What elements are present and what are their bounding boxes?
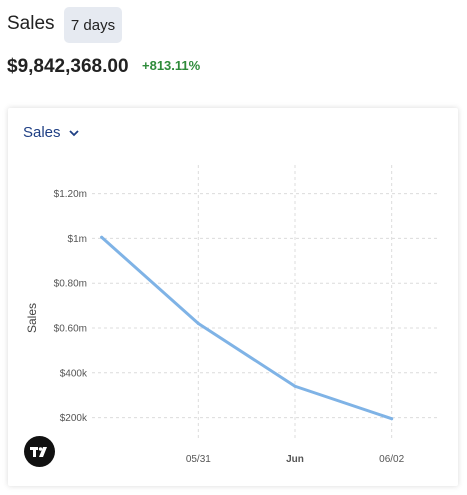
y-tick-label: $0.80m (54, 279, 87, 290)
y-axis-ticks: $200k $400k $0.60m $0.80m $1m $1.20m (54, 189, 88, 424)
sales-change-badge: +813.11% (142, 58, 201, 73)
y-tick-label: $200k (60, 413, 88, 424)
data-point (390, 417, 394, 421)
x-tick-label: Jun (286, 454, 304, 465)
chevron-down-icon (68, 129, 79, 136)
y-tick-label: $400k (60, 368, 88, 379)
data-point (100, 235, 104, 239)
y-tick-label: $1m (68, 234, 87, 245)
x-axis-ticks: 05/31 Jun 06/02 (186, 454, 405, 465)
y-tick-label: $1.20m (54, 189, 87, 200)
sales-total: $9,842,368.00 (7, 56, 129, 77)
chart-series (100, 235, 394, 421)
date-range-button[interactable]: 7 days (64, 7, 122, 43)
chart-grid (92, 165, 440, 440)
series-line (100, 235, 394, 421)
tradingview-logo-icon[interactable] (24, 436, 55, 467)
y-axis-label: Sales (25, 303, 39, 333)
y-tick-label: $0.60m (54, 324, 87, 335)
data-point (196, 322, 200, 326)
x-tick-label: 06/02 (379, 454, 404, 465)
data-point (293, 384, 297, 388)
chart-card (8, 108, 458, 486)
page-title: Sales (7, 13, 55, 34)
metric-dropdown[interactable]: Sales (23, 124, 81, 141)
metric-dropdown-label: Sales (23, 124, 61, 141)
x-tick-label: 05/31 (186, 454, 211, 465)
